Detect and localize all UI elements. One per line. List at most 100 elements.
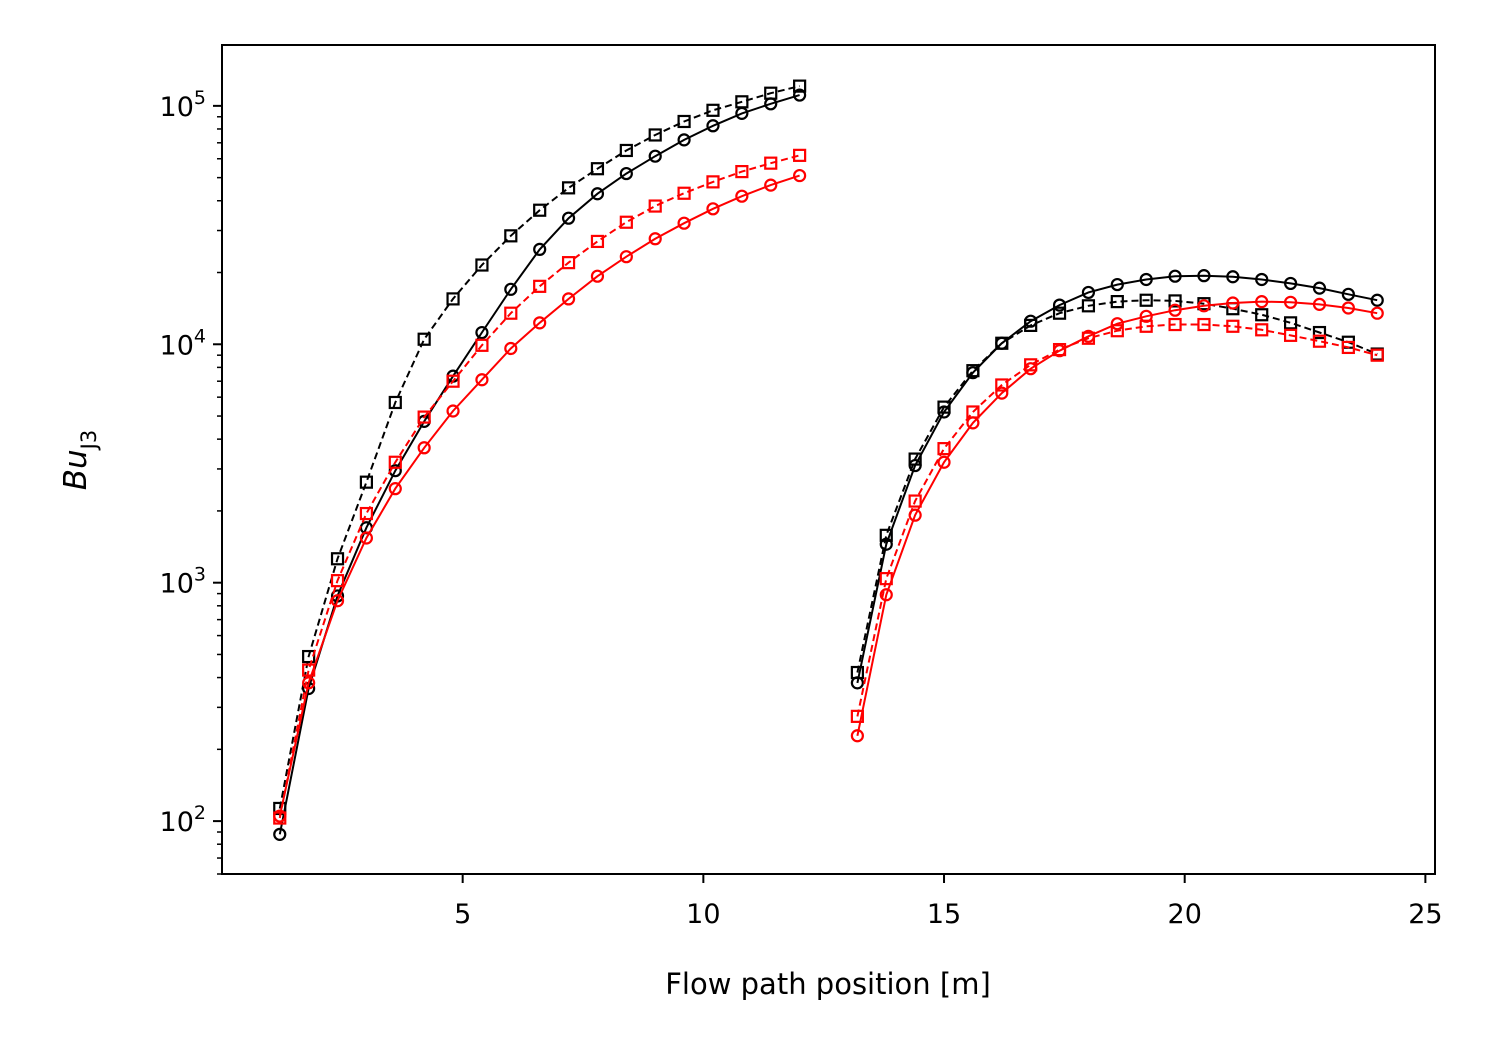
data-point <box>359 506 374 521</box>
data-point <box>561 211 576 225</box>
data-point <box>966 364 980 378</box>
data-point <box>446 404 460 418</box>
data-point <box>764 156 778 170</box>
data-point <box>1197 269 1211 283</box>
data-point <box>1081 299 1096 313</box>
data-point <box>1312 281 1327 295</box>
data-point <box>1255 272 1269 287</box>
series-line <box>856 323 1378 717</box>
data-point <box>1283 316 1298 330</box>
data-point <box>1139 319 1153 333</box>
data-point <box>706 103 720 117</box>
data-point <box>590 269 605 283</box>
data-point <box>330 574 345 588</box>
data-point <box>359 475 374 489</box>
data-point <box>359 531 374 545</box>
data-point <box>1283 295 1298 309</box>
y-tick-label-base: 10 <box>160 807 194 838</box>
data-point <box>1197 299 1211 313</box>
data-point <box>937 455 951 469</box>
data-point <box>302 676 316 690</box>
x-tick-label: 5 <box>454 899 471 930</box>
series-line <box>278 174 800 817</box>
y-axis-label-subscript: J3 <box>77 430 101 452</box>
data-point <box>706 175 720 189</box>
series-4 <box>273 148 1384 825</box>
data-point <box>793 79 807 93</box>
data-point <box>908 508 922 522</box>
data-point <box>446 374 460 388</box>
x-axis: 5 10 15 20 25 <box>454 874 1443 930</box>
data-point <box>1370 348 1384 362</box>
data-point <box>908 452 922 466</box>
y-tick-label-exponent: 4 <box>194 325 206 347</box>
y-axis-label: BuJ3 <box>58 430 101 490</box>
y-tick-label-base: 10 <box>160 92 194 123</box>
y-tick-label: 103 <box>160 564 206 600</box>
data-point <box>995 378 1009 392</box>
data-point <box>648 149 662 163</box>
data-point <box>764 86 778 100</box>
data-point <box>735 189 749 203</box>
data-point <box>1110 295 1124 309</box>
data-point <box>677 114 691 129</box>
y-tick-label-exponent: 2 <box>194 802 206 824</box>
y-tick-label-base: 10 <box>160 330 194 361</box>
data-point <box>533 242 547 257</box>
data-point <box>677 186 691 200</box>
data-point <box>475 373 489 387</box>
data-point <box>850 729 864 743</box>
data-point <box>475 325 489 340</box>
data-point <box>1255 323 1269 337</box>
data-point <box>879 588 893 602</box>
series-line <box>856 300 1378 737</box>
data-point <box>590 234 605 249</box>
y-tick-label-exponent: 5 <box>194 87 206 109</box>
data-point <box>619 250 633 264</box>
data-point <box>388 482 402 496</box>
data-point <box>504 229 518 243</box>
plot-area <box>273 79 1384 841</box>
data-point <box>1081 285 1096 300</box>
data-point <box>879 528 893 542</box>
series-line <box>278 85 800 809</box>
data-point <box>879 572 893 586</box>
data-point <box>793 168 807 183</box>
data-point <box>619 143 633 158</box>
data-point <box>273 827 287 841</box>
data-point <box>330 552 345 566</box>
data-point <box>504 282 518 296</box>
data-point <box>966 405 980 419</box>
data-point <box>504 341 518 356</box>
y-tick-label: 102 <box>160 802 206 838</box>
data-point <box>417 332 431 346</box>
data-point <box>1110 277 1124 292</box>
data-point <box>648 199 662 213</box>
data-point <box>1081 331 1096 345</box>
data-point <box>1168 269 1182 283</box>
data-point <box>619 166 633 181</box>
data-point <box>1052 306 1067 320</box>
data-point <box>619 215 633 229</box>
y-tick-label: 104 <box>160 325 206 361</box>
data-point <box>1110 324 1124 338</box>
data-point <box>1283 328 1298 342</box>
x-axis-label: Flow path position [m] <box>665 967 991 1001</box>
data-point <box>302 649 316 664</box>
data-point <box>677 216 691 230</box>
x-tick-label: 25 <box>1408 899 1442 930</box>
series-line <box>856 299 1378 673</box>
data-point <box>1052 298 1067 312</box>
data-point <box>388 455 402 469</box>
data-point <box>937 400 951 414</box>
data-point <box>388 395 402 410</box>
data-point <box>504 306 518 320</box>
x-tick-label: 20 <box>1168 899 1202 930</box>
data-point <box>793 88 807 102</box>
data-point <box>995 386 1009 400</box>
data-point <box>1226 319 1240 333</box>
data-point <box>1370 293 1384 307</box>
